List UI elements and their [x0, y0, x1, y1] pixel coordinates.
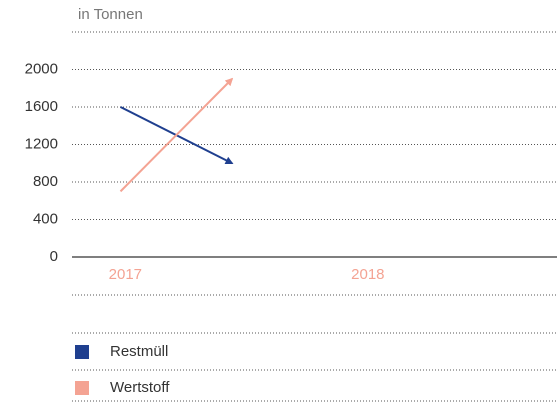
y-tick-label: 1600: [25, 98, 58, 115]
y-tick-label: 0: [50, 248, 58, 265]
legend-swatch: [75, 345, 89, 359]
x-tick-label: 2017: [109, 266, 142, 283]
y-tick-label: 800: [33, 173, 58, 190]
x-tick-label: 2018: [351, 266, 384, 283]
y-tick-label: 2000: [25, 60, 58, 77]
line: [119, 77, 234, 193]
legend-swatch: [75, 381, 89, 395]
y-tick-label: 400: [33, 210, 58, 227]
y-axis-label: in Tonnen: [78, 6, 143, 23]
y-tick-label: 1200: [25, 135, 58, 152]
legend-label: Wertstoff: [110, 379, 170, 396]
legend-label: Restmüll: [110, 343, 168, 360]
